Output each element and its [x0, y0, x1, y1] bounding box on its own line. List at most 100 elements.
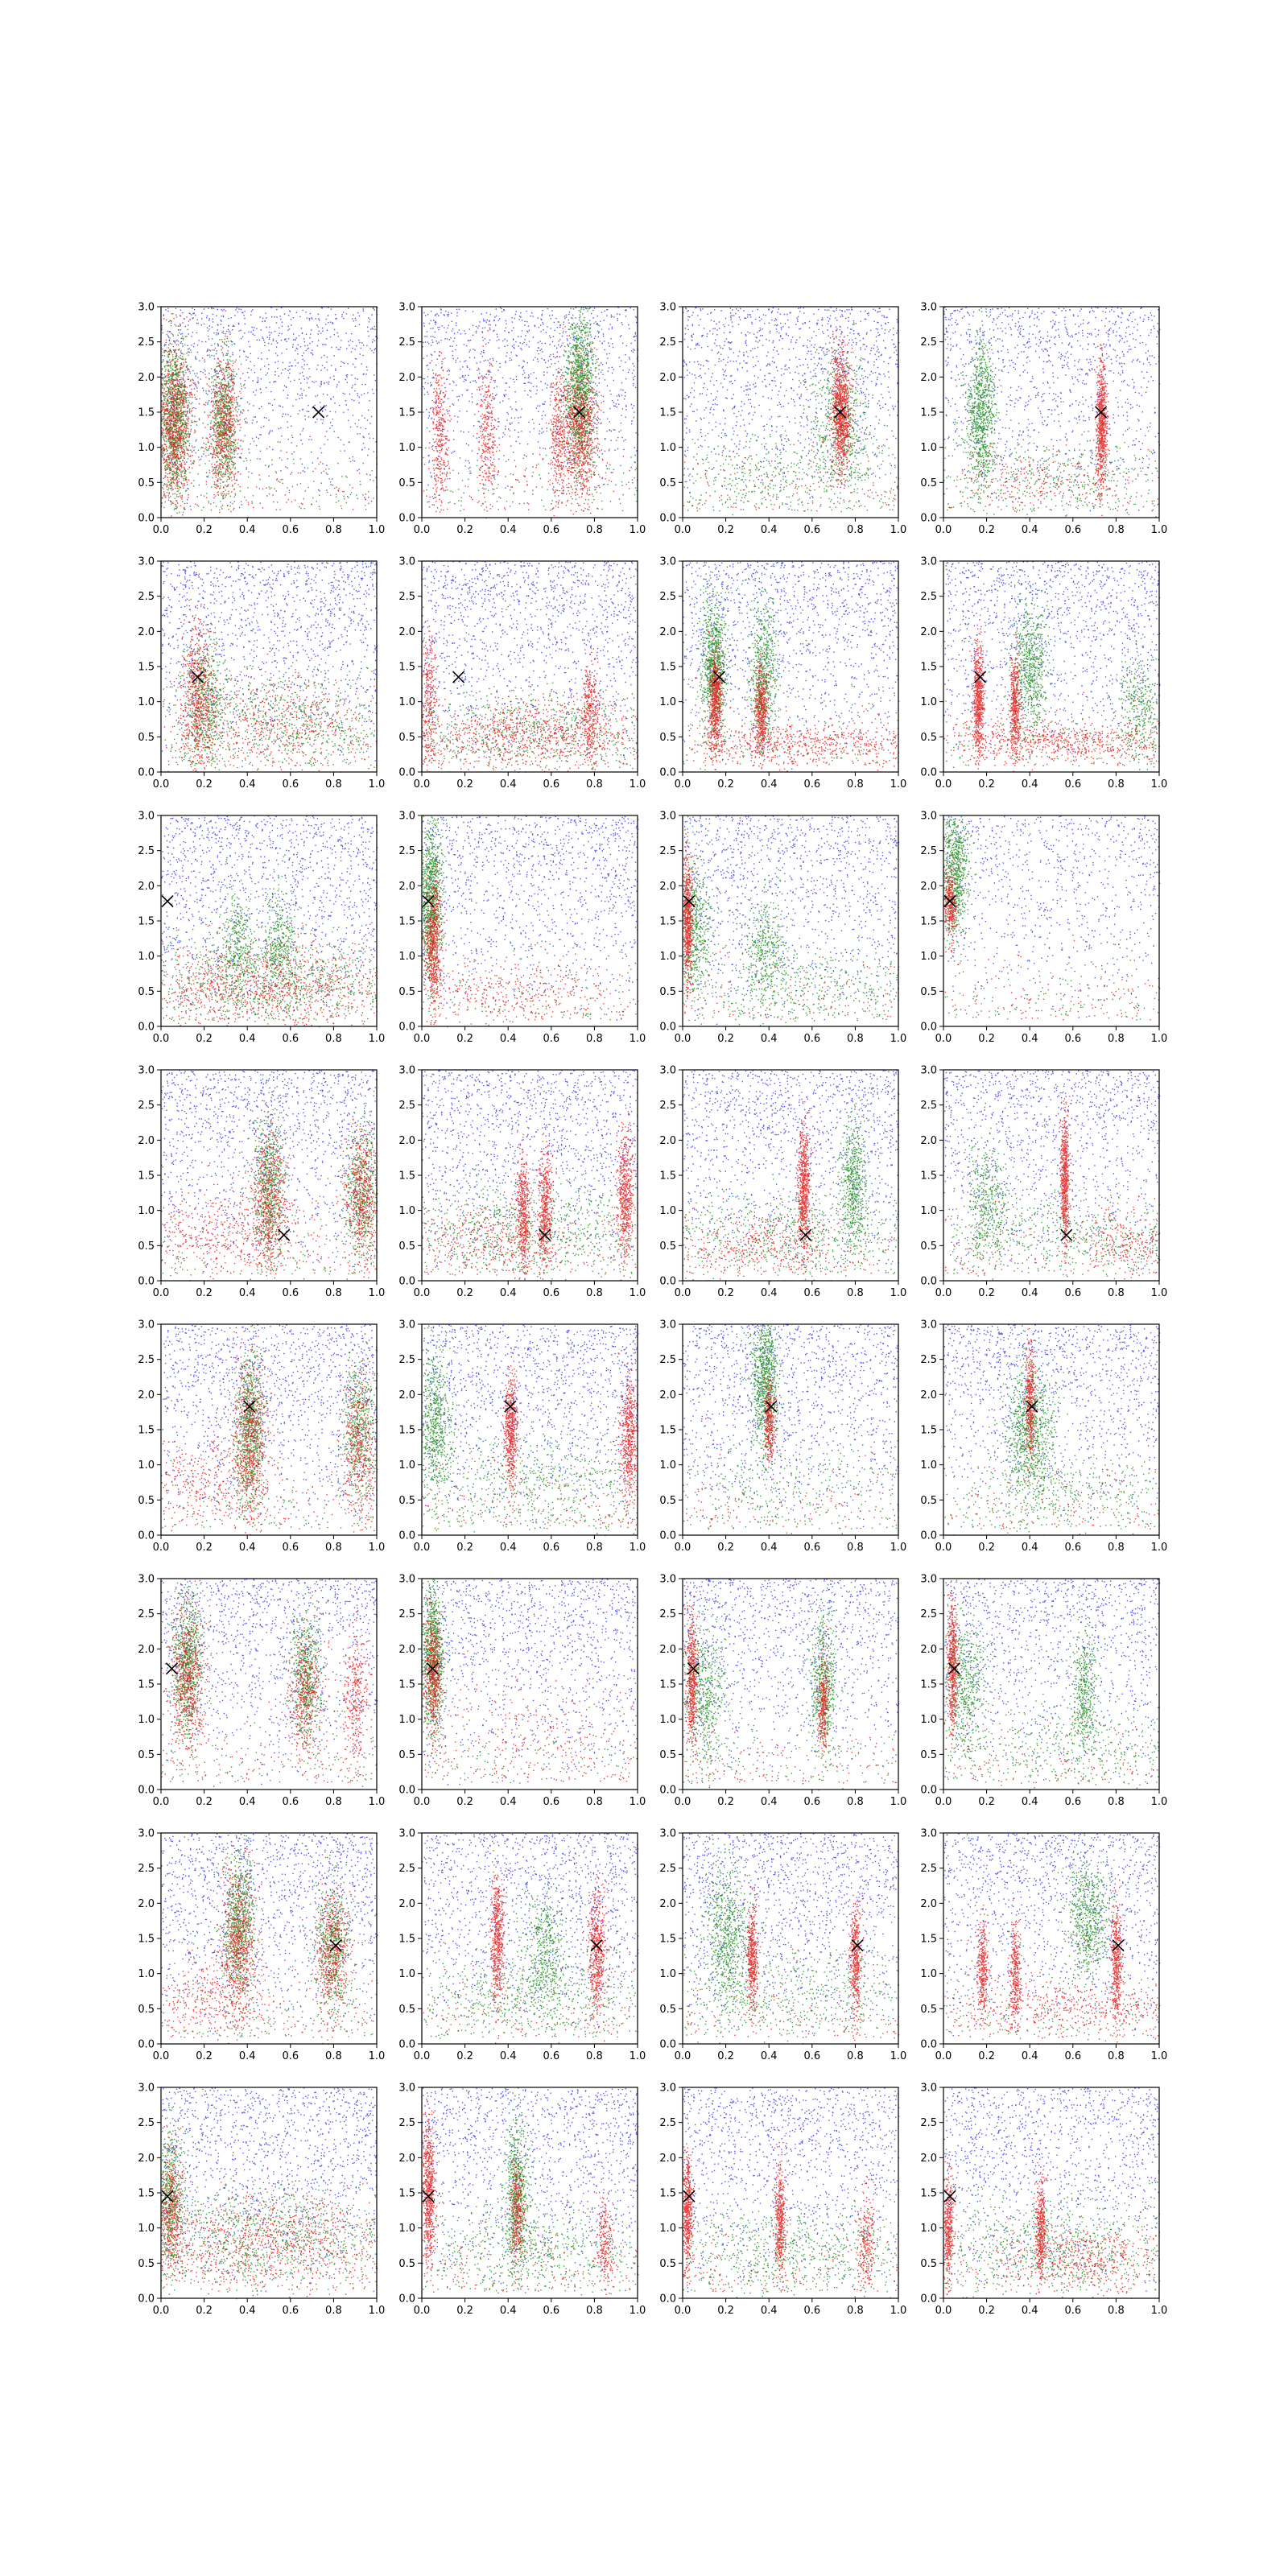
x-tick-label: 0.0 [935, 2305, 952, 2317]
y-tick-label: 1.5 [398, 2188, 415, 2200]
scatter-points [422, 561, 639, 773]
y-tick-label: 1.5 [920, 916, 937, 928]
panel-0-3: 0.0 0.2 0.4 0.6 0.8 1.0 0.0 0.5 1.0 1.5 2.0 2.5 3.0 [920, 302, 1167, 537]
x-tick-label: 0.0 [153, 1033, 170, 1045]
y-tick-label: 1.0 [659, 951, 676, 963]
y-tick-label: 0.0 [138, 1022, 155, 1034]
y-tick-label: 0.0 [138, 767, 155, 779]
y-tick-label: 1.5 [398, 1425, 415, 1437]
panel-1-0: 0.0 0.2 0.4 0.6 0.8 1.0 0.0 0.5 1.0 1.5 2.0 2.5 3.0 [138, 556, 385, 791]
x-marker [161, 894, 174, 908]
y-axis: 0.0 0.5 1.0 1.5 2.0 2.5 3.0 [659, 811, 683, 1034]
y-tick-label: 2.5 [659, 2117, 676, 2129]
red-points [943, 1879, 1160, 2045]
y-tick-label: 0.0 [398, 1530, 415, 1542]
y-tick-label: 0.0 [138, 2293, 155, 2306]
x-tick-label: 0.2 [456, 1796, 473, 1808]
red-points [686, 628, 900, 773]
y-tick-label: 1.0 [138, 1205, 155, 1217]
plot-area [683, 1324, 898, 1535]
y-tick-label: 1.5 [398, 916, 415, 928]
x-axis: 0.0 0.2 0.4 0.6 0.8 1.0 [935, 1026, 1167, 1045]
panel-3-2: 0.0 0.2 0.4 0.6 0.8 1.0 0.0 0.5 1.0 1.5 2.0 2.5 3.0 [659, 1065, 906, 1300]
x-marker [452, 671, 465, 683]
blue-points [422, 1833, 639, 2035]
y-tick-label: 0.0 [398, 1276, 415, 1288]
y-axis: 0.0 0.5 1.0 1.5 2.0 2.5 3.0 [398, 1065, 422, 1288]
plot-area [422, 2087, 638, 2298]
x-tick-label: 0.4 [761, 524, 778, 536]
y-tick-label: 0.0 [920, 1276, 937, 1288]
y-tick-label: 0.0 [398, 1022, 415, 1034]
x-tick-label: 0.2 [717, 1287, 734, 1299]
x-tick-label: 0.8 [325, 524, 342, 536]
scatter-points [161, 561, 378, 774]
y-tick-label: 1.0 [138, 1459, 155, 1472]
x-tick-label: 0.4 [239, 1542, 256, 1554]
x-tick-label: 0.4 [1022, 524, 1038, 536]
y-tick-label: 0.0 [398, 767, 415, 779]
x-tick-label: 0.4 [500, 1796, 517, 1808]
x-tick-label: 0.6 [543, 1796, 559, 1808]
y-tick-label: 1.5 [138, 1934, 155, 1946]
x-tick-label: 0.4 [500, 778, 517, 791]
panel-7-2: 0.0 0.2 0.4 0.6 0.8 1.0 0.0 0.5 1.0 1.5 2.0 2.5 3.0 [659, 2083, 906, 2318]
x-marker [426, 1662, 439, 1675]
y-axis: 0.0 0.5 1.0 1.5 2.0 2.5 3.0 [659, 302, 683, 525]
x-tick-label: 0.8 [325, 1542, 342, 1554]
x-tick-label: 0.0 [153, 778, 170, 791]
plot-area [422, 1070, 638, 1281]
x-marker [590, 1939, 603, 1952]
y-tick-label: 1.0 [398, 1459, 415, 1472]
x-tick-label: 0.8 [847, 1033, 864, 1045]
y-axis: 0.0 0.5 1.0 1.5 2.0 2.5 3.0 [398, 2083, 422, 2306]
y-tick-label: 3.0 [398, 1828, 415, 1840]
y-tick-label: 2.5 [138, 2117, 155, 2129]
y-tick-label: 1.0 [920, 951, 937, 963]
y-tick-label: 2.0 [398, 1898, 415, 1910]
y-tick-label: 1.5 [920, 1425, 937, 1437]
x-axis: 0.0 0.2 0.4 0.6 0.8 1.0 [153, 1535, 385, 1554]
scatter-points [683, 1833, 900, 2045]
x-tick-label: 0.4 [239, 778, 256, 791]
y-tick-label: 0.0 [920, 1785, 937, 1797]
y-tick-label: 2.5 [659, 591, 676, 603]
y-tick-label: 3.0 [398, 2083, 415, 2095]
y-tick-label: 1.5 [659, 1425, 676, 1437]
y-tick-label: 3.0 [138, 1319, 155, 1331]
y-tick-label: 2.0 [659, 2153, 676, 2165]
x-tick-label: 0.6 [1064, 524, 1081, 536]
x-axis: 0.0 0.2 0.4 0.6 0.8 1.0 [935, 2298, 1167, 2317]
y-tick-label: 0.0 [138, 513, 155, 525]
y-tick-label: 2.5 [398, 1863, 415, 1875]
y-tick-label: 1.0 [920, 1968, 937, 1980]
y-tick-label: 2.5 [659, 845, 676, 857]
x-marker [765, 1400, 778, 1413]
x-tick-label: 0.2 [978, 1033, 995, 1045]
y-tick-label: 1.0 [138, 951, 155, 963]
scatter-points [161, 307, 378, 518]
x-tick-label: 0.4 [761, 1796, 778, 1808]
y-tick-label: 0.0 [138, 2039, 155, 2051]
x-tick-label: 0.8 [1108, 2050, 1125, 2062]
y-tick-label: 1.5 [659, 1679, 676, 1691]
x-tick-label: 0.0 [153, 2305, 170, 2317]
scatter-points [683, 815, 900, 1026]
y-axis: 0.0 0.5 1.0 1.5 2.0 2.5 3.0 [659, 1574, 683, 1797]
x-axis: 0.0 0.2 0.4 0.6 0.8 1.0 [675, 518, 906, 536]
plot-area [422, 1833, 638, 2044]
panel-6-2: 0.0 0.2 0.4 0.6 0.8 1.0 0.0 0.5 1.0 1.5 2.0 2.5 3.0 [659, 1828, 906, 2063]
y-tick-label: 2.5 [659, 1863, 676, 1875]
x-tick-label: 0.2 [717, 2305, 734, 2317]
y-tick-label: 1.0 [920, 1205, 937, 1217]
y-tick-label: 0.0 [659, 1785, 676, 1797]
x-axis: 0.0 0.2 0.4 0.6 0.8 1.0 [414, 2044, 646, 2062]
plot-area [943, 1833, 1159, 2044]
y-tick-label: 2.5 [398, 336, 415, 349]
plot-area [422, 561, 638, 772]
y-axis: 0.0 0.5 1.0 1.5 2.0 2.5 3.0 [138, 2083, 161, 2306]
x-tick-label: 1.0 [890, 1796, 907, 1808]
x-tick-label: 1.0 [630, 1287, 646, 1299]
x-tick-label: 0.4 [239, 2050, 256, 2062]
x-tick-label: 0.2 [717, 2050, 734, 2062]
